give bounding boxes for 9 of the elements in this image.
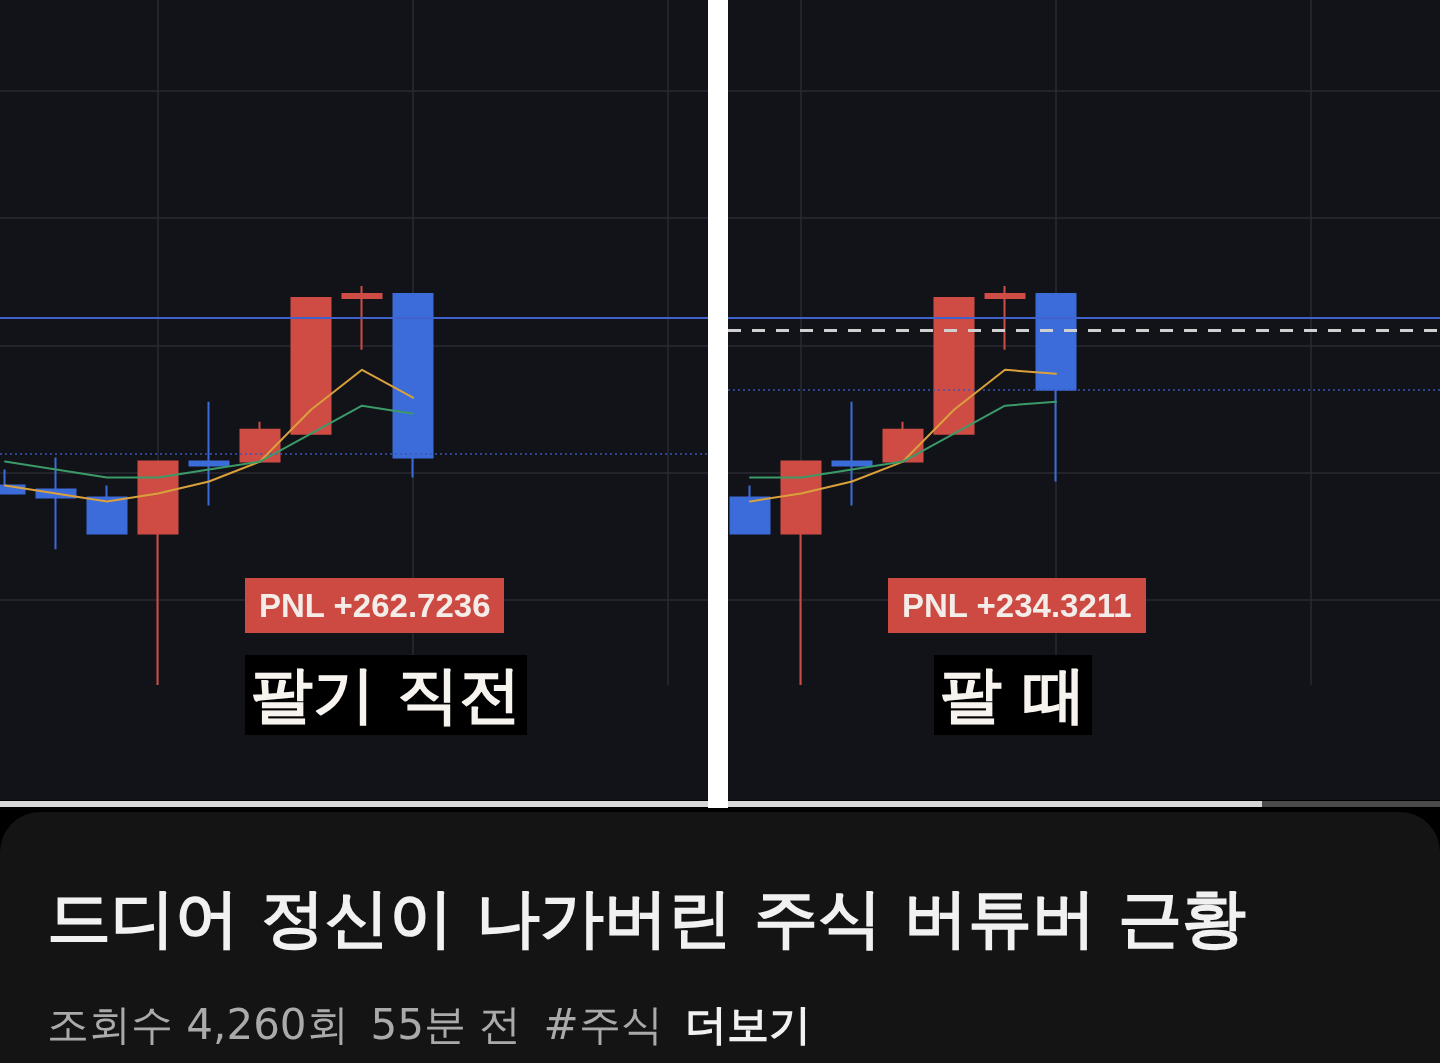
annotation: PNL +234.3211 xyxy=(888,578,1146,633)
text: 드디어 정신이 나가버린 주식 버튜버 근황 xyxy=(47,880,1247,957)
annotation: 팔 때 xyxy=(934,655,1092,735)
text: 조회수 4,260회 xyxy=(47,1000,349,1049)
annotation: PNL +262.7236 xyxy=(245,578,505,633)
text: 55분 전 xyxy=(370,1000,522,1049)
annotation: 팔기 직전 xyxy=(245,655,527,735)
text: #주식 xyxy=(543,1000,663,1049)
text: 더보기 xyxy=(684,1000,811,1049)
